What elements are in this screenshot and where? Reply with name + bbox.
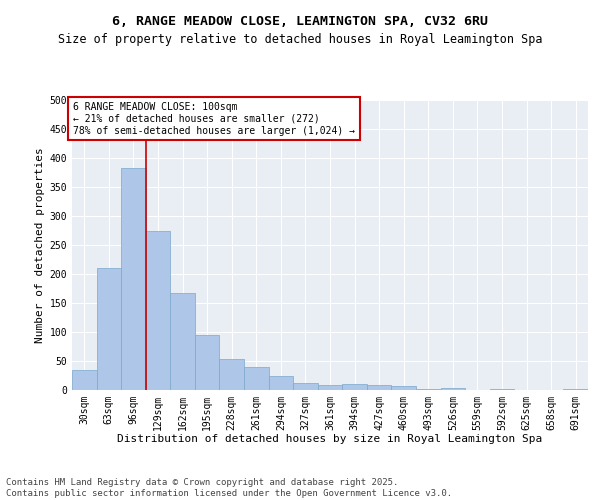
Bar xyxy=(563,389,588,390)
Bar xyxy=(244,368,269,390)
Bar xyxy=(269,376,293,390)
Bar xyxy=(170,292,195,390)
Bar xyxy=(367,385,391,390)
Bar xyxy=(195,336,220,390)
Bar xyxy=(293,383,318,390)
Bar xyxy=(146,230,170,390)
Y-axis label: Number of detached properties: Number of detached properties xyxy=(35,147,46,343)
X-axis label: Distribution of detached houses by size in Royal Leamington Spa: Distribution of detached houses by size … xyxy=(118,434,542,444)
Bar xyxy=(220,360,244,390)
Bar xyxy=(318,386,342,390)
Bar xyxy=(440,388,465,390)
Bar xyxy=(391,386,416,390)
Bar xyxy=(97,268,121,390)
Text: Contains HM Land Registry data © Crown copyright and database right 2025.
Contai: Contains HM Land Registry data © Crown c… xyxy=(6,478,452,498)
Text: 6, RANGE MEADOW CLOSE, LEAMINGTON SPA, CV32 6RU: 6, RANGE MEADOW CLOSE, LEAMINGTON SPA, C… xyxy=(112,15,488,28)
Bar xyxy=(121,168,146,390)
Bar xyxy=(342,384,367,390)
Bar xyxy=(72,370,97,390)
Text: Size of property relative to detached houses in Royal Leamington Spa: Size of property relative to detached ho… xyxy=(58,32,542,46)
Text: 6 RANGE MEADOW CLOSE: 100sqm
← 21% of detached houses are smaller (272)
78% of s: 6 RANGE MEADOW CLOSE: 100sqm ← 21% of de… xyxy=(73,102,355,136)
